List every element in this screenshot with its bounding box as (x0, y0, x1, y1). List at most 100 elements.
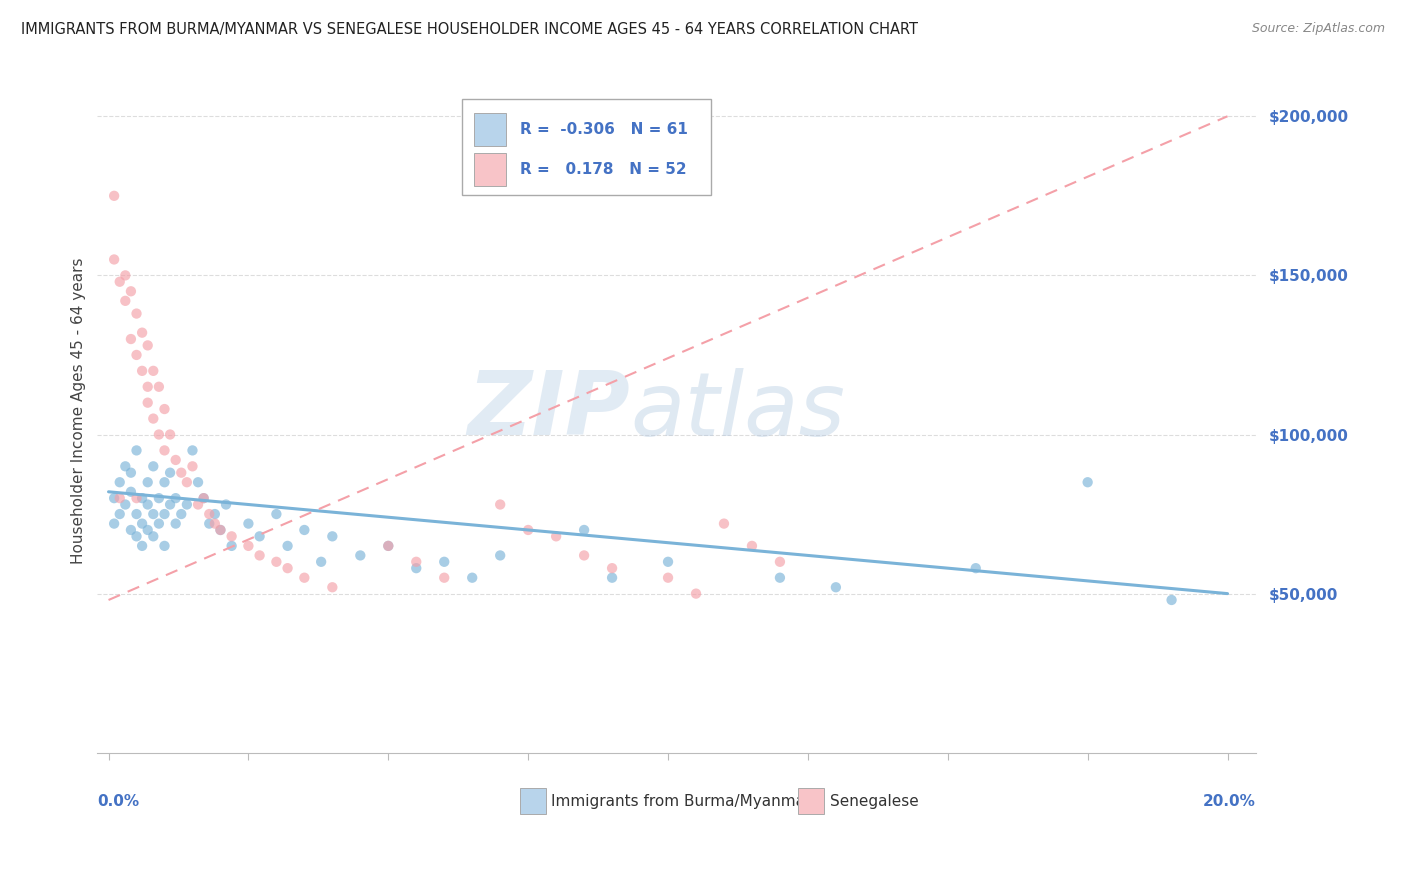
Point (103, 516, 125, 531)
Point (170, 507, 193, 521)
Point (125, 529, 148, 543)
Point (405, 561, 427, 575)
Point (377, 539, 399, 553)
Point (489, 549, 512, 563)
Point (153, 539, 176, 553)
Point (965, 561, 987, 575)
Point (108, 507, 131, 521)
Point (159, 498, 181, 512)
Point (266, 507, 288, 521)
Point (292, 523, 315, 537)
Point (114, 293, 136, 308)
Point (120, 523, 142, 537)
Bar (520, 789, 546, 814)
Point (433, 555, 456, 569)
Point (153, 402, 176, 417)
Point (321, 580, 343, 594)
Point (209, 523, 232, 537)
Point (825, 580, 848, 594)
Point (238, 516, 260, 531)
Point (572, 549, 595, 563)
Point (546, 529, 568, 543)
Point (153, 507, 176, 521)
Point (165, 516, 187, 531)
Point (198, 516, 221, 531)
Text: Senegalese: Senegalese (831, 794, 920, 809)
Point (120, 285, 142, 299)
Bar (463, 99, 711, 195)
Point (142, 529, 165, 543)
Point (204, 516, 226, 531)
Point (108, 275, 131, 289)
Point (108, 491, 131, 505)
Point (142, 459, 165, 474)
Point (136, 380, 159, 394)
Point (108, 475, 131, 490)
Point (120, 332, 142, 346)
Point (349, 549, 371, 563)
Point (221, 539, 243, 553)
Point (321, 529, 343, 543)
Point (136, 475, 159, 490)
Point (131, 539, 153, 553)
Point (131, 326, 153, 340)
Point (148, 427, 170, 442)
Point (292, 571, 315, 585)
Point (309, 555, 332, 569)
Point (215, 498, 238, 512)
Point (657, 571, 679, 585)
Point (153, 443, 176, 458)
Point (249, 529, 271, 543)
Point (769, 555, 792, 569)
Point (713, 516, 735, 531)
Point (277, 539, 299, 553)
Point (266, 555, 288, 569)
Point (136, 523, 159, 537)
Point (136, 338, 159, 352)
Text: R =   0.178   N = 52: R = 0.178 N = 52 (520, 162, 686, 178)
Text: 20.0%: 20.0% (1202, 794, 1256, 809)
Point (433, 571, 456, 585)
Point (170, 466, 193, 480)
Point (769, 571, 792, 585)
Point (103, 491, 125, 505)
Point (148, 491, 170, 505)
Text: Immigrants from Burma/Myanmar: Immigrants from Burma/Myanmar (551, 794, 811, 809)
Point (165, 453, 187, 467)
Point (114, 459, 136, 474)
Point (204, 507, 226, 521)
Point (377, 539, 399, 553)
Point (198, 507, 221, 521)
Point (176, 498, 198, 512)
Point (142, 364, 165, 378)
Bar (474, 153, 506, 186)
Point (489, 498, 512, 512)
Y-axis label: Householder Income Ages 45 - 64 years: Householder Income Ages 45 - 64 years (72, 258, 86, 564)
Point (159, 466, 181, 480)
Point (685, 586, 707, 600)
Point (165, 491, 187, 505)
Point (114, 498, 136, 512)
Point (153, 475, 176, 490)
Point (517, 523, 540, 537)
Point (181, 459, 204, 474)
Point (148, 380, 170, 394)
Point (142, 411, 165, 425)
Point (103, 189, 125, 203)
Point (238, 539, 260, 553)
Point (221, 529, 243, 543)
Point (125, 491, 148, 505)
Point (125, 307, 148, 321)
Point (114, 268, 136, 283)
Point (193, 491, 215, 505)
Point (209, 523, 232, 537)
Point (405, 555, 427, 569)
Point (572, 523, 595, 537)
Point (600, 561, 623, 575)
Point (193, 491, 215, 505)
Point (159, 427, 181, 442)
Point (120, 484, 142, 499)
Point (277, 561, 299, 575)
Point (125, 348, 148, 362)
Point (249, 549, 271, 563)
